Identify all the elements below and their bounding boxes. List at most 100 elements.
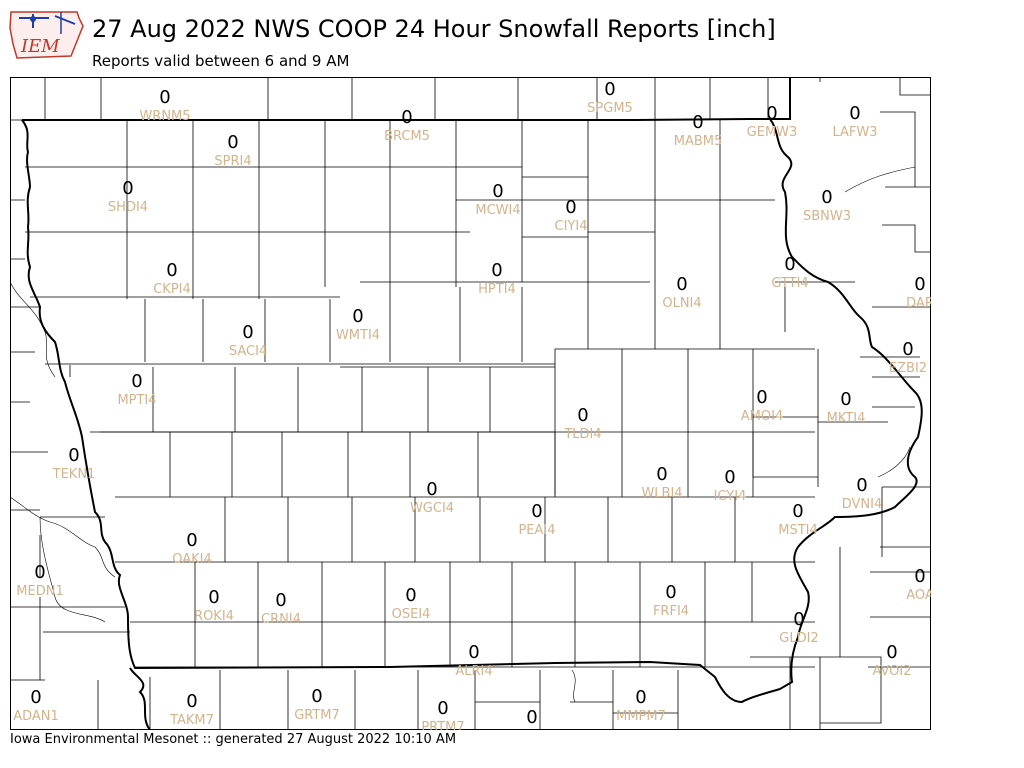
station-id-brcm5: BRCM5	[384, 129, 430, 144]
footer-credit: Iowa Environmental Mesonet :: generated …	[10, 732, 457, 747]
station-value-roki4: 0	[208, 587, 219, 608]
station-value-msti4: 0	[792, 501, 803, 522]
station-id-olni4: OLNI4	[662, 296, 701, 311]
station-value-oaki4: 0	[186, 530, 197, 551]
station-value-sbnw3: 0	[821, 187, 832, 208]
station-value-tldi4: 0	[577, 405, 588, 426]
station-value-tekn1: 0	[68, 445, 79, 466]
station-id-dvni4: DVNI4	[842, 497, 883, 512]
station-id-roki4: ROKI4	[194, 609, 234, 624]
station-id-adan1: ADAN1	[13, 709, 59, 724]
station-layer: 0WRNM50SPGM50BRCM50MABM50GEMW30LAFW30SPR…	[13, 79, 934, 744]
station-value-alri4: 0	[468, 642, 479, 663]
station-id-sbnw3: SBNW3	[803, 209, 851, 224]
station-id-avoi2: AVOI2	[872, 664, 911, 679]
rivers	[9, 166, 916, 703]
station-value-mcwi4: 0	[492, 181, 503, 202]
station-id-prtm7: PRTM7	[421, 720, 464, 730]
station-value-crni4: 0	[275, 590, 286, 611]
station-value-frfi4: 0	[665, 582, 676, 603]
station-id-alri4: ALRI4	[455, 664, 492, 679]
station-value-ckpi4: 0	[166, 260, 177, 281]
station-id-tldi4: TLDI4	[563, 427, 601, 442]
station-id-peai4: PEAI4	[518, 523, 555, 538]
station-value-wgci4: 0	[426, 479, 437, 500]
station-id-icyi4: ICYI4	[714, 489, 747, 504]
station-value-wrnm5: 0	[159, 87, 170, 108]
station-id-tekn1: TEKN1	[52, 467, 96, 482]
station-id-gtti4: GTTI4	[771, 276, 808, 291]
station-id-takm7: TAKM7	[169, 713, 214, 728]
station-value-spri4: 0	[227, 132, 238, 153]
station-value-spgm5: 0	[604, 79, 615, 100]
station-value-mmpm7: 0	[635, 687, 646, 708]
station-id-wlbi4: WLBI4	[641, 486, 682, 501]
station-value-wlbi4: 0	[656, 464, 667, 485]
station-value-olni4: 0	[676, 274, 687, 295]
page-subtitle: Reports valid between 6 and 9 AM	[92, 52, 350, 70]
station-value-avoi2: 0	[886, 642, 897, 663]
station-id-mpti4: MPTI4	[117, 393, 156, 408]
station-id-mcwi4: MCWI4	[475, 203, 520, 218]
station-id-shdi4: SHDI4	[108, 200, 148, 215]
station-id-frfi4: FRFI4	[653, 604, 689, 619]
station-value-saci4: 0	[242, 322, 253, 343]
station-id-spri4: SPRI4	[214, 154, 251, 169]
station-value-mpti4: 0	[131, 371, 142, 392]
station-value-peai4: 0	[531, 501, 542, 522]
station-id-mkti4: MKTI4	[827, 411, 866, 426]
station-id-mabm5: MABM5	[674, 134, 723, 149]
station-id-mmpm7: MMPM7	[616, 709, 666, 724]
station-value-ezbi2: 0	[902, 339, 913, 360]
iem-logo: IEM	[9, 6, 85, 62]
station-id-grtm7: GRTM7	[294, 708, 340, 723]
station-id-lafw3: LAFW3	[832, 125, 877, 140]
station-id-ciyi4: CIYI4	[555, 219, 588, 234]
station-value-dar: 0	[914, 274, 925, 295]
station-value-icyi4: 0	[724, 467, 735, 488]
station-id-hpti4: HPTI4	[478, 282, 516, 297]
station-id-grcm7: GRCM7	[508, 729, 555, 730]
station-value-shdi4: 0	[122, 178, 133, 199]
station-id-ckpi4: CKPI4	[153, 282, 191, 297]
station-value-takm7: 0	[186, 691, 197, 712]
station-value-gemw3: 0	[766, 103, 777, 124]
station-value-lafw3: 0	[849, 103, 860, 124]
station-value-ciyi4: 0	[565, 197, 576, 218]
station-id-aoa: AOA	[906, 588, 931, 603]
station-id-ezbi2: EZBI2	[889, 361, 927, 376]
station-value-medn1: 0	[34, 562, 45, 583]
station-id-crni4: CRNI4	[261, 612, 301, 627]
station-id-msti4: MSTI4	[778, 523, 818, 538]
station-value-amoi4: 0	[756, 387, 767, 408]
snowfall-map: 0 WRNM5 0 SPGM5 0 BRCM5 0 MABM5 0 GEMW3 0 LAFW3 0 SPR…	[9, 77, 934, 744]
station-value-dvni4: 0	[856, 475, 867, 496]
station-id-oaki4: OAKI4	[172, 552, 212, 567]
station-id-dar: DAR	[906, 296, 931, 311]
station-value-grtm7: 0	[311, 686, 322, 707]
station-value-gtti4: 0	[784, 254, 795, 275]
station-id-wrnm5: WRNM5	[139, 109, 190, 124]
station-id-saci4: SACI4	[229, 344, 267, 359]
station-value-prtm7: 0	[437, 698, 448, 719]
page-title: 27 Aug 2022 NWS COOP 24 Hour Snowfall Re…	[92, 15, 776, 43]
station-value-brcm5: 0	[401, 107, 412, 128]
station-value-grcm7: 0	[526, 707, 537, 728]
station-id-spgm5: SPGM5	[587, 101, 633, 116]
station-id-gldi2: GLDI2	[779, 631, 818, 646]
station-value-osei4: 0	[405, 585, 416, 606]
station-value-mabm5: 0	[692, 112, 703, 133]
station-id-wmti4: WMTI4	[336, 328, 380, 343]
station-id-amoi4: AMOI4	[741, 409, 783, 424]
station-value-mkti4: 0	[840, 389, 851, 410]
station-value-gldi2: 0	[793, 609, 804, 630]
station-value-aoa: 0	[914, 566, 925, 587]
station-id-medn1: MEDN1	[16, 584, 63, 599]
state-borders	[21, 77, 923, 731]
station-value-wmti4: 0	[352, 306, 363, 327]
station-id-wgci4: WGCI4	[410, 501, 454, 516]
logo-text: IEM	[20, 36, 60, 57]
station-value-hpti4: 0	[491, 260, 502, 281]
station-id-gemw3: GEMW3	[747, 125, 798, 140]
station-id-osei4: OSEI4	[392, 607, 431, 622]
